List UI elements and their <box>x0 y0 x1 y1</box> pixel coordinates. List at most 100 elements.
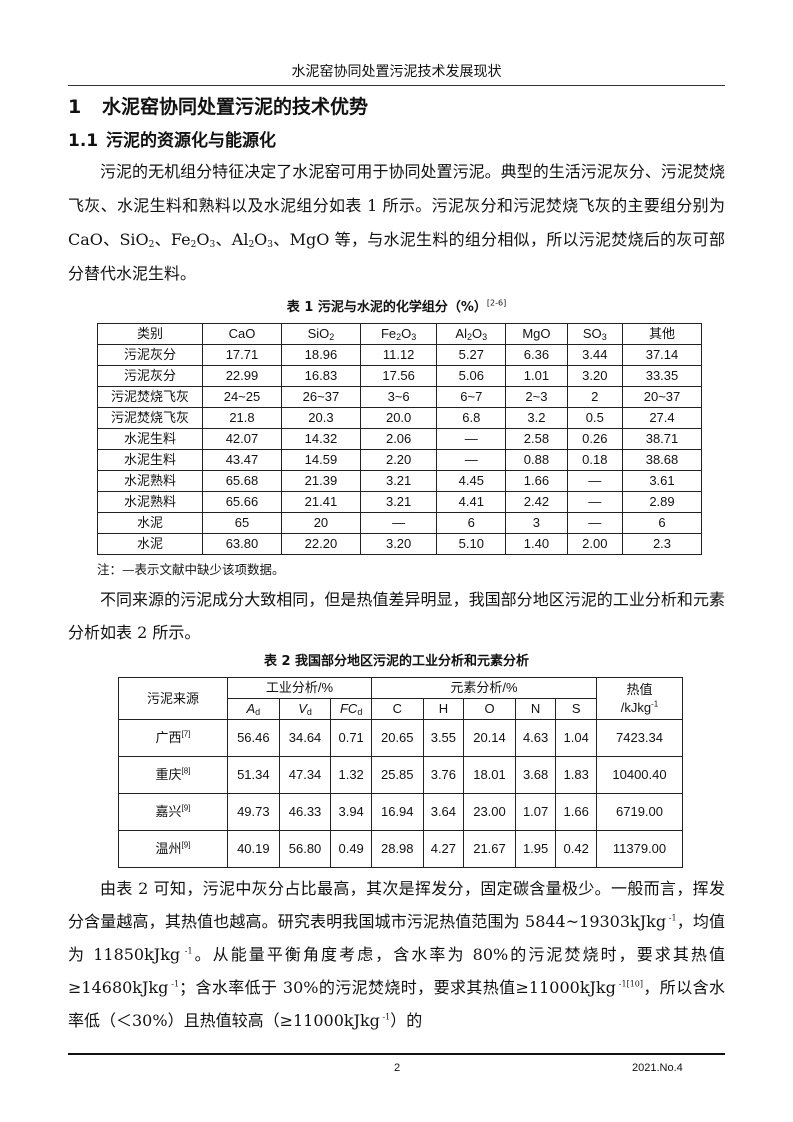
text-run: 2 <box>248 240 255 250</box>
table-cell: 65.66 <box>202 491 282 513</box>
table-cell: 21.67 <box>463 830 516 868</box>
table-cell: 6~7 <box>436 386 507 408</box>
text-run: 由表 2 可知，污泥中灰分占比最高，其次是挥发分，固定碳含量极少。一般而言，挥发… <box>68 879 725 931</box>
table-cell: 0.42 <box>555 830 597 868</box>
table-cell: 3.61 <box>621 470 703 492</box>
table-cell: 1.83 <box>555 756 597 794</box>
table-cell: 2.06 <box>359 428 438 450</box>
table-cell: 56.80 <box>278 830 332 868</box>
text-run: 类别 <box>136 326 163 341</box>
table-cell: 4.27 <box>422 830 465 868</box>
table-cell: 3.21 <box>359 470 438 492</box>
section-number: 1 <box>68 96 82 118</box>
table-cell: 1.66 <box>555 793 597 831</box>
table1-caption-text: 表 1 污泥与水泥的化学组分（%） <box>286 300 487 315</box>
text-run: S <box>571 701 581 716</box>
table-cell: 26~37 <box>280 386 361 408</box>
paragraph-2: 不同来源的污泥成分大致相同，但是热值差异明显，我国部分地区污泥的工业分析和元素分… <box>68 583 725 649</box>
table-row: 水泥熟料 65.66 21.41 3.21 4.41 2.42—2.89 <box>97 491 703 513</box>
table-cell: 46.33 <box>278 793 332 831</box>
text-run: 3 <box>267 240 274 250</box>
table-cell: 56.46 <box>227 719 280 757</box>
text-run: -1[10] <box>615 979 644 989</box>
table1-note: 注：—表示文献中缺少该项数据。 <box>97 562 285 577</box>
text-run: O <box>401 326 412 341</box>
table-cell: — <box>566 491 623 513</box>
table-cell: 4.41 <box>436 491 507 513</box>
table-cell: 21.39 <box>280 470 361 492</box>
column-header: N <box>514 698 557 720</box>
table-cell: 25.85 <box>370 756 424 794</box>
text-run: 其他 <box>648 326 675 341</box>
table-cell: 0.26 <box>566 428 623 450</box>
table-cell: 65 <box>202 512 282 534</box>
table-cell: 0.18 <box>566 449 623 471</box>
table-row: 嘉兴[9] 49.73 46.33 3.94 16.94 3.64 23.00 1.07 1.6… <box>118 793 683 831</box>
text-run: -1 <box>379 1012 391 1022</box>
table-cell: 1.04 <box>555 719 597 757</box>
table-cell: 6719.00 <box>596 793 683 831</box>
heat-value-unit-exp: -1 <box>651 699 659 709</box>
column-header: SO3 <box>566 323 623 345</box>
column-header: FCd <box>330 698 372 720</box>
table-cell: 2.00 <box>566 533 623 555</box>
table-cell: 33.35 <box>621 365 703 387</box>
text-run: 2 <box>148 240 155 250</box>
table1: 类别 CaO SiO2 Fe2O3 Al2O3 MgO SO3 其他 污泥灰分 17.71 18.… <box>97 323 703 555</box>
table-cell: 0.49 <box>330 830 372 868</box>
table-cell: 2.42 <box>505 491 568 513</box>
text-run: 3 <box>601 332 607 342</box>
table-cell: 4.63 <box>514 719 557 757</box>
table-cell: 5.06 <box>436 365 507 387</box>
table-cell: 23.00 <box>463 793 516 831</box>
table-cell: 2.20 <box>359 449 438 471</box>
table-cell: 0.71 <box>330 719 372 757</box>
table-cell: 6.36 <box>505 344 568 366</box>
subsection-heading: 1.1 污泥的资源化与能源化 <box>68 129 725 153</box>
table-cell: 6 <box>621 512 703 534</box>
table2-caption: 表 2 我国部分地区污泥的工业分析和元素分析 <box>263 654 530 669</box>
table2-header-row: 污泥来源 工业分析/% 元素分析/% 热值/kJkg-1 <box>118 677 683 720</box>
table-cell: 3.20 <box>359 533 438 555</box>
table-cell: 17.71 <box>202 344 282 366</box>
header-rule <box>68 85 725 86</box>
text-run: C <box>392 701 402 716</box>
table-cell: 0.5 <box>566 407 623 429</box>
table1-header-row: 类别 CaO SiO2 Fe2O3 Al2O3 MgO SO3 其他 <box>97 323 703 345</box>
table-cell: 3.94 <box>330 793 372 831</box>
text-run: 3 <box>411 332 417 342</box>
table-cell: — <box>359 512 438 534</box>
table1-caption-ref: [2-6] <box>486 298 507 308</box>
text-run: CaO <box>228 326 256 341</box>
table-cell: 37.14 <box>621 344 703 366</box>
column-header: Fe2O3 <box>359 323 438 345</box>
text-run: 、MgO 等，与水泥生料的组分相似，所以污泥焚烧后的灰可部分替代水泥生料。 <box>68 230 725 283</box>
page-content: 水泥窑协同处置污泥技术发展现状 1 水泥窑协同处置污泥的技术优势 1.1 污泥的资源… <box>68 62 725 1037</box>
row-label: 水泥生料 <box>97 428 203 450</box>
text-run: A <box>246 701 256 716</box>
table-cell: 1.95 <box>514 830 557 868</box>
table-cell: 18.96 <box>280 344 361 366</box>
table-cell: 42.07 <box>202 428 282 450</box>
text-run: O <box>472 326 483 341</box>
text-run: N <box>530 701 541 716</box>
table-cell: 40.19 <box>227 830 280 868</box>
text-run: Fe <box>380 326 397 341</box>
table-cell: 65.68 <box>202 470 282 492</box>
table-cell: 3~6 <box>359 386 438 408</box>
text-run: ；含水率低于 30%的污泥焚烧时，要求其热值≥11000kJkg <box>179 978 616 997</box>
column-header: MgO <box>505 323 568 345</box>
table-cell: 6 <box>436 512 507 534</box>
page-number: 2 <box>394 1062 401 1074</box>
table-cell: 1.07 <box>514 793 557 831</box>
row-label: 广西[7] <box>118 719 228 757</box>
table-cell: 1.66 <box>505 470 568 492</box>
column-header: CaO <box>202 323 282 345</box>
table-cell: — <box>436 428 507 450</box>
table-cell: 38.68 <box>621 449 703 471</box>
table-cell: 6.8 <box>436 407 507 429</box>
table-cell: 20.65 <box>370 719 424 757</box>
row-label: 重庆[8] <box>118 756 228 794</box>
table-cell: 2.58 <box>505 428 568 450</box>
table-cell: 22.99 <box>202 365 282 387</box>
